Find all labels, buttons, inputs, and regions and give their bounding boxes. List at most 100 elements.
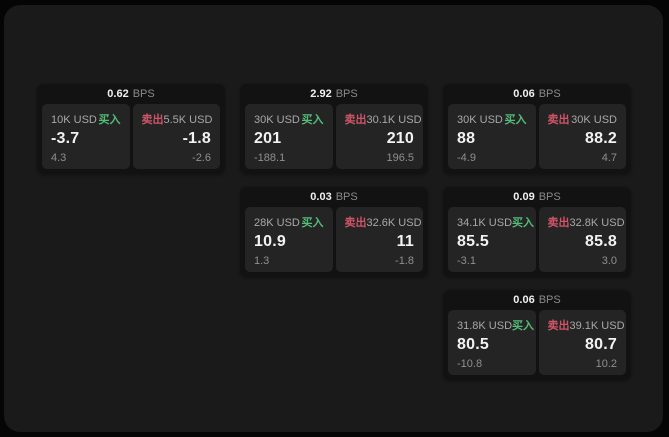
- bps-unit-label: BPS: [335, 191, 358, 203]
- app-window: 0.62 BPS 10K USD 买入 -3.7 4.3 卖出 5.5K USD…: [4, 5, 663, 432]
- buy-delta: 1.3: [254, 255, 270, 267]
- sell-delta: 3.0: [601, 255, 617, 267]
- sell-delta: 10.2: [595, 358, 617, 370]
- buy-pane[interactable]: 30K USD 买入 201 -188.1: [245, 104, 333, 169]
- buy-pane[interactable]: 28K USD 买入 10.9 1.3: [245, 207, 333, 272]
- card-grid: 0.62 BPS 10K USD 买入 -3.7 4.3 卖出 5.5K USD…: [37, 84, 631, 380]
- bps-unit-label: BPS: [538, 88, 561, 100]
- buy-tag: 买入: [504, 114, 527, 126]
- sell-pane-top: 卖出 32.8K USD: [548, 214, 625, 230]
- sell-notional: 30.1K USD: [366, 114, 422, 126]
- sell-price: 11: [396, 233, 414, 250]
- buy-notional: 30K USD: [457, 114, 503, 126]
- sell-price: 88.2: [585, 130, 617, 147]
- quote-panes: 28K USD 买入 10.9 1.3 卖出 32.6K USD 11 -1.8: [245, 207, 423, 272]
- quote-panes: 31.8K USD 买入 80.5 -10.8 卖出 39.1K USD 80.…: [448, 310, 626, 375]
- buy-delta: -188.1: [254, 152, 286, 164]
- quote-card: 2.92 BPS 30K USD 买入 201 -188.1 卖出 30.1K …: [240, 84, 428, 174]
- buy-delta: 4.3: [51, 152, 67, 164]
- buy-tag: 买入: [301, 114, 324, 126]
- sell-notional: 5.5K USD: [163, 114, 213, 126]
- quote-card: 0.06 BPS 31.8K USD 买入 80.5 -10.8 卖出 39.1…: [443, 290, 631, 380]
- buy-pane[interactable]: 31.8K USD 买入 80.5 -10.8: [448, 310, 536, 375]
- quote-panes: 10K USD 买入 -3.7 4.3 卖出 5.5K USD -1.8 -2.…: [42, 104, 220, 169]
- sell-delta: 4.7: [601, 152, 617, 164]
- sell-price: 80.7: [585, 336, 617, 353]
- buy-pane-top: 10K USD 买入: [51, 111, 121, 127]
- sell-pane[interactable]: 卖出 5.5K USD -1.8 -2.6: [132, 104, 220, 169]
- sell-delta: 196.5: [386, 152, 414, 164]
- sell-pane-top: 卖出 32.6K USD: [344, 214, 422, 230]
- sell-pane-top: 卖出 39.1K USD: [548, 317, 625, 333]
- bps-unit-label: BPS: [335, 88, 358, 100]
- buy-price: 85.5: [457, 233, 489, 250]
- buy-pane-top: 30K USD 买入: [254, 111, 324, 127]
- buy-tag: 买入: [301, 217, 324, 229]
- buy-pane[interactable]: 34.1K USD 买入 85.5 -3.1: [448, 207, 536, 272]
- buy-tag: 买入: [98, 114, 121, 126]
- quote-panes: 30K USD 买入 201 -188.1 卖出 30.1K USD 210 1…: [245, 104, 423, 169]
- card-header: 2.92 BPS: [245, 84, 423, 104]
- bps-value: 0.62: [107, 88, 129, 100]
- card-header: 0.06 BPS: [448, 290, 626, 310]
- bps-value: 0.09: [513, 191, 535, 203]
- sell-pane[interactable]: 卖出 32.8K USD 85.8 3.0: [538, 207, 626, 272]
- sell-notional: 32.8K USD: [569, 217, 625, 229]
- sell-pane[interactable]: 卖出 30K USD 88.2 4.7: [538, 104, 626, 169]
- sell-pane[interactable]: 卖出 39.1K USD 80.7 10.2: [538, 310, 626, 375]
- sell-pane-top: 卖出 5.5K USD: [141, 111, 213, 127]
- buy-pane[interactable]: 30K USD 买入 88 -4.9: [448, 104, 536, 169]
- buy-notional: 10K USD: [51, 114, 97, 126]
- buy-pane-top: 31.8K USD 买入: [457, 317, 534, 333]
- bps-unit-label: BPS: [538, 294, 561, 306]
- bps-value: 0.06: [513, 88, 535, 100]
- buy-tag: 买入: [512, 217, 535, 229]
- quote-card: 0.62 BPS 10K USD 买入 -3.7 4.3 卖出 5.5K USD…: [37, 84, 225, 174]
- buy-pane-top: 28K USD 买入: [254, 214, 324, 230]
- bps-unit-label: BPS: [538, 191, 561, 203]
- quote-panes: 30K USD 买入 88 -4.9 卖出 30K USD 88.2 4.7: [448, 104, 626, 169]
- sell-tag: 卖出: [344, 217, 367, 229]
- sell-tag: 卖出: [547, 114, 570, 126]
- buy-notional: 30K USD: [254, 114, 300, 126]
- sell-notional: 32.6K USD: [366, 217, 422, 229]
- buy-price: 80.5: [457, 336, 489, 353]
- sell-delta: -1.8: [395, 255, 414, 267]
- sell-tag: 卖出: [141, 114, 164, 126]
- buy-price: 10.9: [254, 233, 286, 250]
- buy-tag: 买入: [512, 320, 535, 332]
- bps-value: 2.92: [310, 88, 332, 100]
- quote-card: 0.03 BPS 28K USD 买入 10.9 1.3 卖出 32.6K US…: [240, 187, 428, 277]
- card-header: 0.03 BPS: [245, 187, 423, 207]
- bps-value: 0.03: [310, 191, 332, 203]
- quote-card: 0.06 BPS 30K USD 买入 88 -4.9 卖出 30K USD 8…: [443, 84, 631, 174]
- card-header: 0.06 BPS: [448, 84, 626, 104]
- quote-card: 0.09 BPS 34.1K USD 买入 85.5 -3.1 卖出 32.8K…: [443, 187, 631, 277]
- buy-price: 88: [457, 130, 476, 147]
- buy-pane-top: 34.1K USD 买入: [457, 214, 534, 230]
- sell-price: 210: [386, 130, 414, 147]
- buy-pane-top: 30K USD 买入: [457, 111, 527, 127]
- buy-notional: 28K USD: [254, 217, 300, 229]
- sell-pane[interactable]: 卖出 32.6K USD 11 -1.8: [335, 207, 423, 272]
- buy-price: 201: [254, 130, 282, 147]
- quote-panes: 34.1K USD 买入 85.5 -3.1 卖出 32.8K USD 85.8…: [448, 207, 626, 272]
- sell-pane-top: 卖出 30K USD: [548, 111, 618, 127]
- bps-unit-label: BPS: [132, 88, 155, 100]
- buy-delta: -3.1: [457, 255, 476, 267]
- sell-pane-top: 卖出 30.1K USD: [344, 111, 422, 127]
- sell-notional: 30K USD: [571, 114, 617, 126]
- buy-pane[interactable]: 10K USD 买入 -3.7 4.3: [42, 104, 130, 169]
- card-header: 0.09 BPS: [448, 187, 626, 207]
- bps-value: 0.06: [513, 294, 535, 306]
- sell-price: 85.8: [585, 233, 617, 250]
- sell-price: -1.8: [182, 130, 211, 147]
- sell-delta: -2.6: [192, 152, 211, 164]
- card-header: 0.62 BPS: [42, 84, 220, 104]
- sell-tag: 卖出: [344, 114, 367, 126]
- buy-notional: 31.8K USD: [457, 320, 513, 332]
- buy-notional: 34.1K USD: [457, 217, 513, 229]
- buy-delta: -4.9: [457, 152, 476, 164]
- sell-pane[interactable]: 卖出 30.1K USD 210 196.5: [335, 104, 423, 169]
- buy-delta: -10.8: [457, 358, 483, 370]
